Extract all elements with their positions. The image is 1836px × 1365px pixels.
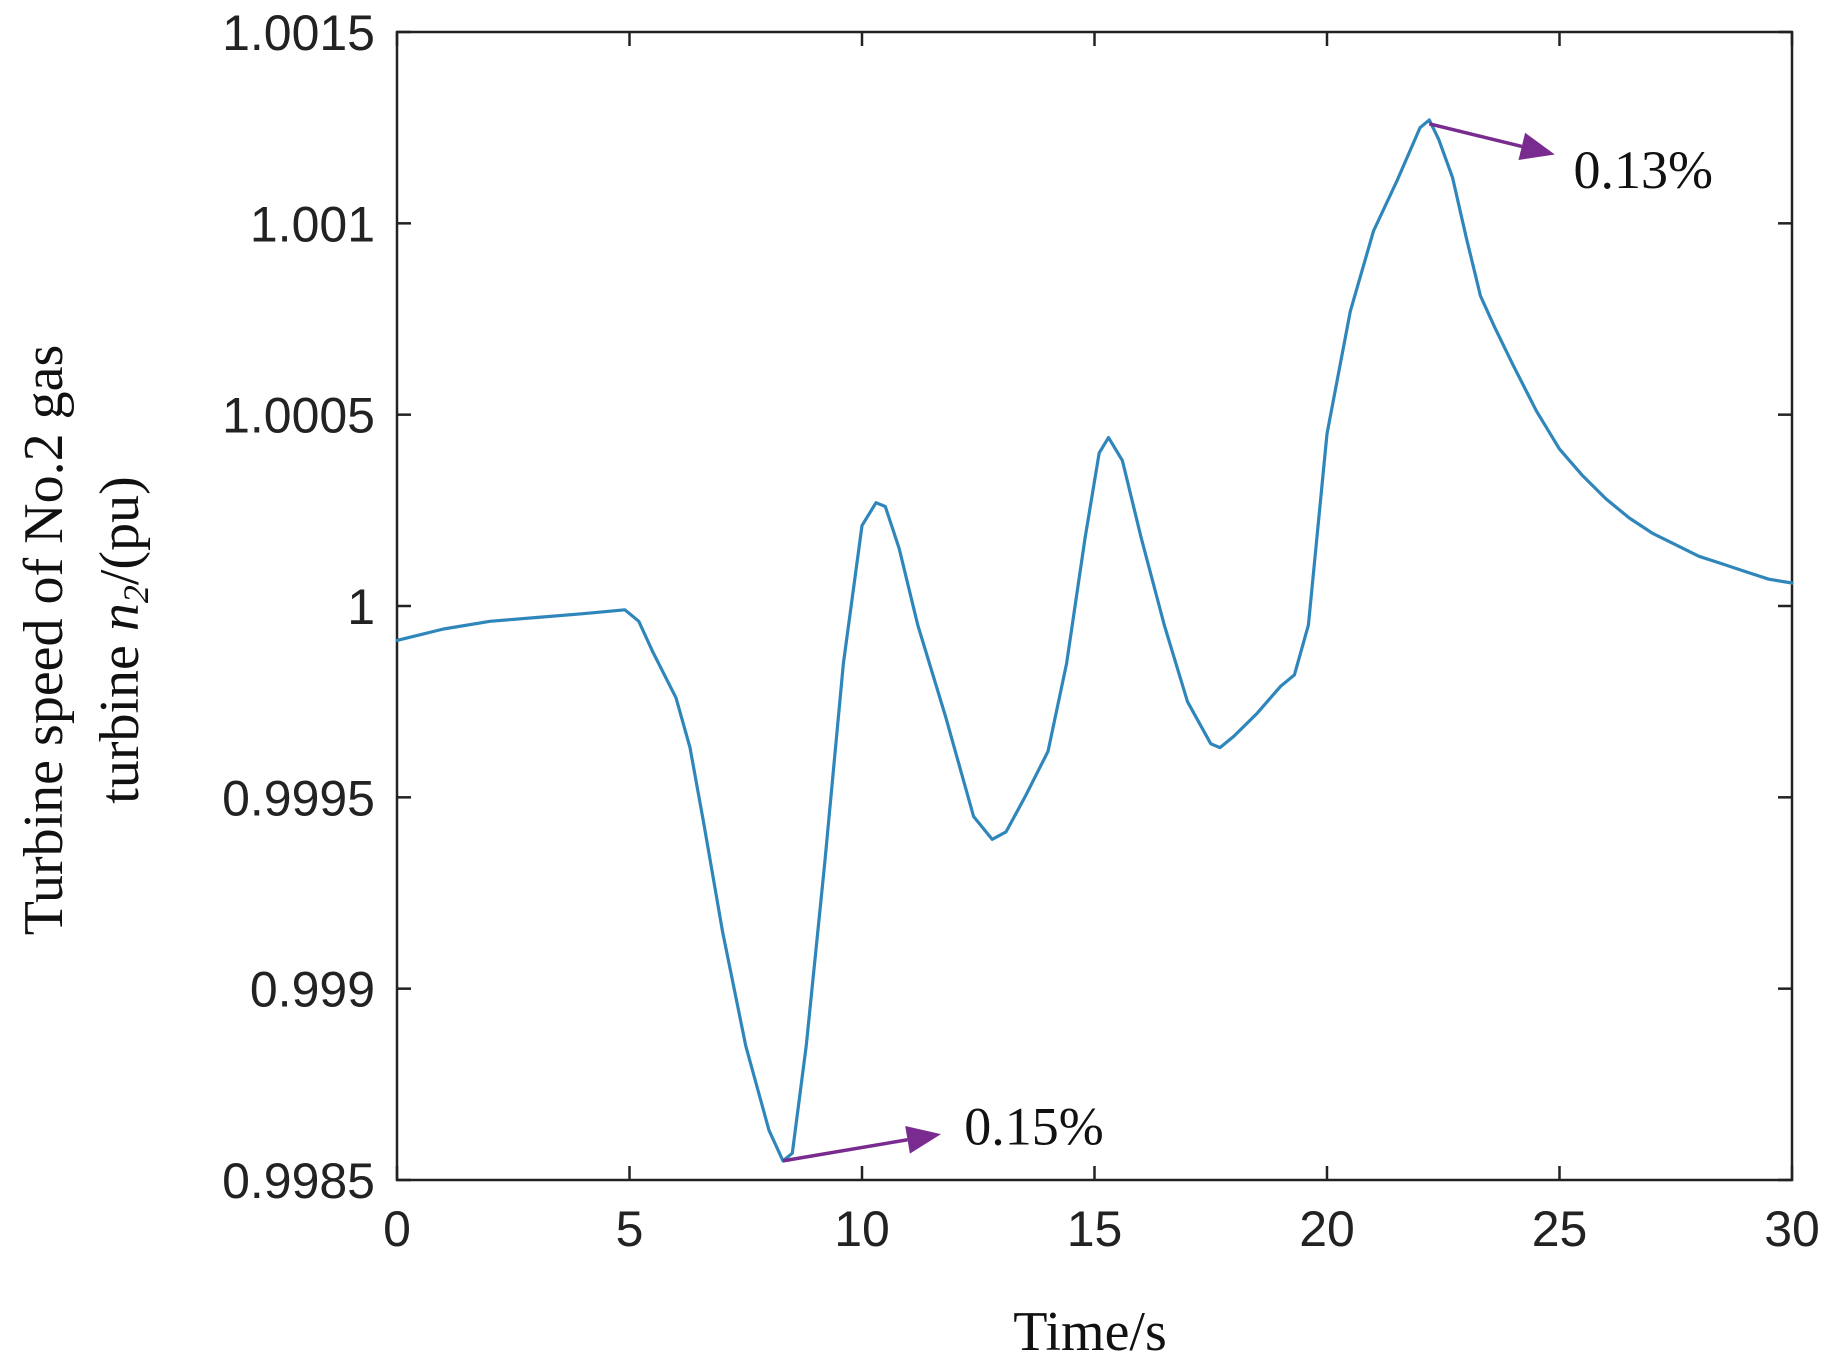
y-tick-label: 0.9995 (222, 770, 375, 826)
x-tick-label: 10 (834, 1201, 890, 1257)
plot-frame (395, 30, 1794, 1182)
x-axis-title: Time/s (1013, 1301, 1167, 1363)
y-tick-label: 1.001 (250, 196, 375, 252)
x-tick-label: 25 (1532, 1201, 1588, 1257)
y-axis-title-prefix: turbine (89, 631, 151, 804)
y-tick-label: 0.9985 (222, 1153, 375, 1209)
series (395, 118, 1794, 1163)
x-tick-label: 0 (383, 1201, 411, 1257)
x-tick-label: 5 (616, 1201, 644, 1257)
y-tick-label: 0.999 (250, 962, 375, 1018)
y-tick-label: 1.0015 (222, 5, 375, 61)
axes: 0 5 10 15 20 25 30 0.9985 0.999 0.9995 1 1.0005 1.00… (222, 5, 1820, 1257)
y-axis-title-symbol: n (89, 603, 151, 631)
x-tick-label: 15 (1067, 1201, 1123, 1257)
x-tick-label: 20 (1299, 1201, 1355, 1257)
annotation-arrow-shaft (1428, 122, 1523, 149)
annotation-arrow-head (1518, 132, 1555, 160)
annotation-label: 0.13% (1573, 140, 1712, 200)
y-axis-title-line-2: turbine n2/(pu) (89, 476, 156, 803)
series-line (395, 118, 1794, 1163)
x-tick-label: 30 (1764, 1201, 1820, 1257)
annotation-label: 0.15% (964, 1096, 1103, 1156)
axis-titles: Time/s Turbine speed of No.2 gas turbine… (13, 345, 1167, 1363)
y-tick-label: 1.0005 (222, 388, 375, 444)
y-tick-label: 1 (347, 579, 375, 635)
y-axis-title-subscript: 2 (116, 585, 156, 603)
annotations: 0.15% 0.13% (782, 122, 1713, 1163)
y-axis-title-suffix: /(pu) (89, 476, 151, 585)
y-axis-title-line-1: Turbine speed of No.2 gas (13, 345, 75, 936)
annotation-arrow-head (905, 1126, 941, 1154)
annotation-arrow-shaft (782, 1138, 908, 1163)
